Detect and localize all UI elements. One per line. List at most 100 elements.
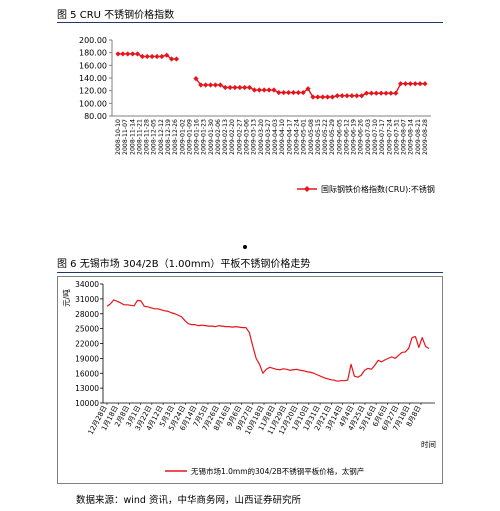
f1-data-point [359, 93, 365, 99]
f1-x-tick-label: 2009-07-03 [365, 119, 372, 155]
f1-legend-marker [304, 186, 310, 192]
f2-y-tick-label: 22000 [75, 340, 99, 349]
figure1-chart: 80.00 100.00 120.00 140.00 160.00 180.00 200.0… [79, 36, 435, 194]
f1-x-tick-label: 2008-11-21 [136, 119, 143, 155]
f1-x-tick-label: 2009-01-09 [186, 119, 193, 155]
f1-y-tick-label: 100.00 [79, 99, 107, 108]
f1-x-tick-label: 2009-06-19 [351, 119, 358, 155]
f1-data-point [217, 82, 223, 88]
f2-y-tick-label: 19000 [75, 354, 99, 363]
f1-data-point [402, 81, 409, 87]
f1-x-tick-label: 2008-12-19 [165, 119, 172, 155]
f1-data-point [378, 90, 384, 96]
f1-x-tick-label: 2009-08-07 [401, 119, 408, 155]
f1-data-point [398, 81, 404, 87]
f1-data-point [256, 87, 262, 93]
f1-y-tick-label: 80.00 [84, 112, 107, 121]
f1-data-point [407, 81, 413, 87]
source-note: 数据来源：wind 资讯，中华商务网，山西证券研究所 [76, 495, 301, 506]
f2-legend-label: 无锡市场1.0mm的304/2B不锈钢平板价格，太钢产 [191, 466, 364, 476]
figure2-frame [57, 276, 443, 484]
f1-x-tick-label: 2008-11-14 [129, 119, 136, 155]
f1-data-point [125, 51, 131, 57]
f1-data-point [320, 94, 326, 100]
f1-data-point [159, 53, 165, 60]
figure2-chart: 元/吨 10000 13000 16000 19000 22000 25000 28000 31… [61, 280, 436, 476]
f1-data-point [344, 93, 350, 99]
f1-data-point [383, 90, 389, 96]
f1-data-point [144, 53, 150, 60]
f1-y-tick-label: 160.00 [79, 61, 107, 70]
f1-data-point [393, 90, 399, 96]
f1-data-point [246, 84, 253, 91]
f2-y-tick-label: 13000 [75, 384, 99, 393]
f1-x-tick-label: 2008-12-26 [172, 119, 179, 155]
f1-x-tick-label: 2009-02-27 [236, 119, 243, 155]
f1-data-point [271, 87, 277, 93]
f1-x-tick-label: 2009-05-22 [322, 119, 329, 155]
f1-data-point [373, 90, 379, 96]
f1-data-point [169, 56, 175, 62]
f1-y-tick-label: 180.00 [79, 49, 107, 58]
f1-x-tick-label: 2009-04-24 [293, 119, 300, 155]
f1-x-tick-label: 2009-07-17 [379, 119, 386, 155]
f1-x-tick-label: 2009-05-08 [308, 119, 315, 155]
f1-x-tick-label: 2008-12-05 [151, 119, 158, 155]
f1-data-point [164, 52, 170, 58]
f1-data-point [276, 89, 282, 96]
f1-x-tick-label: 2009-06-26 [358, 119, 365, 155]
f2-series-line [106, 299, 430, 382]
f1-data-point [134, 51, 141, 57]
figure2-title: 图 6 无锡市场 304/2B（1.00mm）平板不锈钢价格走势 [57, 259, 311, 270]
f2-y-tick-label: 28000 [75, 310, 99, 319]
f1-data-point [266, 87, 272, 93]
f1-data-point [388, 90, 394, 96]
f1-data-point [354, 93, 360, 99]
f1-x-tick-label: 2008-11-07 [122, 119, 129, 155]
f1-data-point [363, 90, 370, 96]
f1-x-tick-label: 2008-12-12 [158, 119, 165, 155]
f1-data-point [120, 51, 126, 57]
figure1-title: 图 5 CRU 不锈钢价格指数 [57, 10, 175, 21]
f1-x-tick-label: 2009-07-31 [393, 119, 400, 155]
f1-x-tick-label: 2009-04-03 [272, 119, 279, 155]
f1-x-tick-label: 2009-06-12 [343, 119, 350, 155]
f1-data-point [285, 89, 292, 96]
f1-data-point [281, 89, 287, 96]
f2-y-tick-label: 25000 [75, 325, 99, 334]
f1-data-point [422, 81, 428, 87]
f1-x-tick-label: 2009-05-15 [315, 119, 322, 155]
f1-x-tick-label: 2009-01-02 [179, 119, 186, 155]
f1-data-point [222, 84, 228, 91]
f2-x-axis-label: 时间 [421, 439, 436, 449]
f1-data-point [154, 53, 160, 60]
f1-y-tick-label: 120.00 [79, 87, 107, 96]
f1-data-point [193, 76, 199, 82]
f1-x-tick-label: 2009-07-10 [372, 119, 379, 155]
f1-y-tick-label: 200.00 [79, 36, 107, 45]
separator-dot [243, 245, 247, 249]
f2-y-tick-label: 16000 [75, 369, 99, 378]
f1-x-tick-label: 2009-03-13 [251, 119, 258, 155]
f1-data-point [417, 81, 423, 87]
f1-data-point [290, 89, 297, 96]
f1-data-point [324, 94, 331, 100]
f1-x-tick-label: 2009-07-24 [386, 119, 393, 155]
f1-x-tick-label: 2009-08-28 [422, 119, 429, 155]
f1-data-point [295, 89, 301, 96]
f1-x-tick-label: 2009-03-06 [244, 119, 251, 155]
figure1-title-rule [57, 22, 443, 23]
f1-data-point [315, 94, 321, 100]
f1-x-tick-label: 2009-02-06 [215, 119, 222, 155]
f1-data-point [232, 84, 238, 91]
f2-y-tick-label: 34000 [75, 280, 99, 289]
f1-data-point [412, 81, 418, 87]
f1-data-point [349, 93, 355, 99]
f1-x-tick-label: 2009-01-16 [194, 119, 201, 155]
f1-data-point [237, 84, 243, 91]
f1-x-tick-label: 2009-08-14 [408, 119, 415, 155]
f1-data-point [251, 87, 258, 93]
f1-x-tick-label: 2009-03-20 [258, 119, 265, 155]
f1-data-point [310, 94, 316, 100]
f1-data-point [334, 93, 340, 99]
